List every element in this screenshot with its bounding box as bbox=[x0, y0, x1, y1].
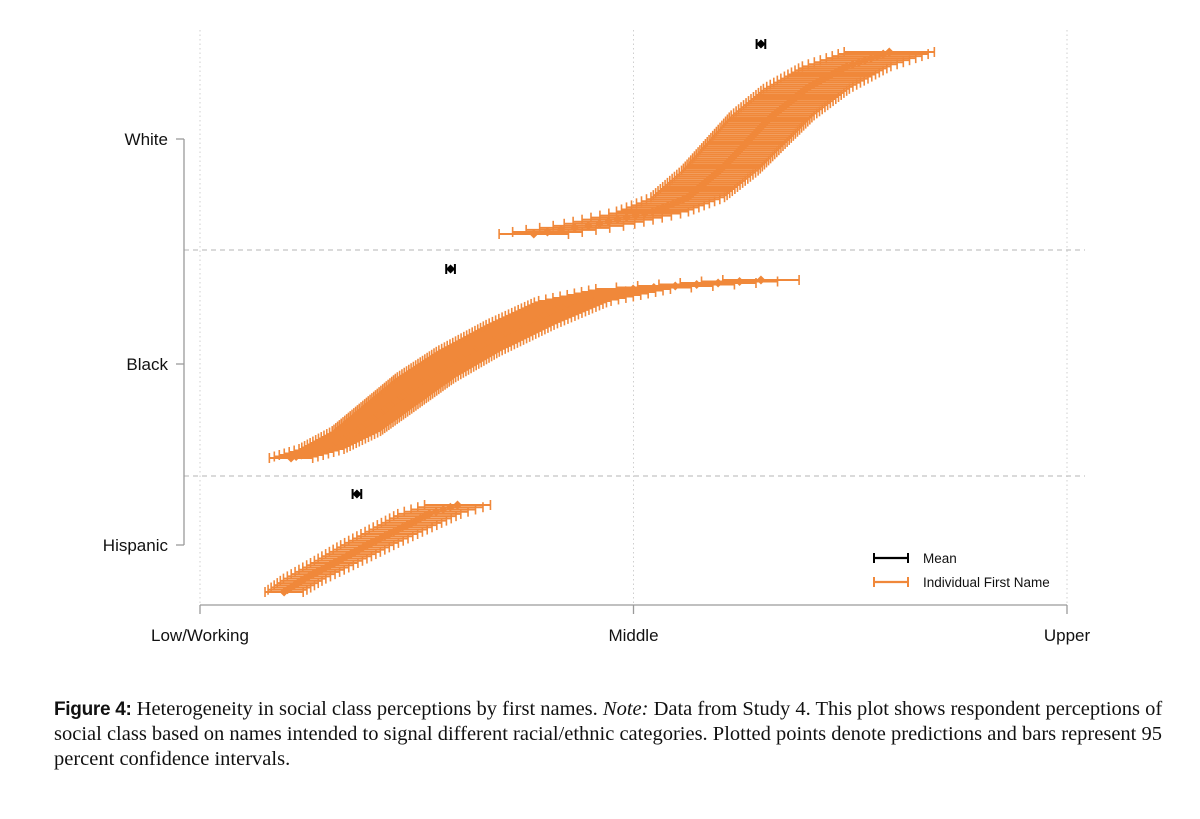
names-white bbox=[498, 47, 936, 239]
legend-label: Mean bbox=[923, 551, 957, 566]
y-axis: White Black Hispanic bbox=[103, 130, 185, 555]
caption-text: Heterogeneity in social class perception… bbox=[131, 698, 603, 720]
x-tick-label-middle: Middle bbox=[608, 626, 658, 645]
vertical-gridlines bbox=[199, 30, 1068, 605]
caption-label: Figure 4: bbox=[54, 699, 132, 720]
group-mean-estimates bbox=[351, 39, 767, 499]
y-tick-label-black: Black bbox=[126, 355, 168, 374]
legend: Mean Individual First Name bbox=[873, 551, 1050, 590]
legend-entry-individual-first-name: Individual First Name bbox=[873, 575, 1050, 590]
name-point bbox=[884, 47, 894, 57]
name-estimate bbox=[559, 291, 635, 302]
y-tick-label-hispanic: Hispanic bbox=[103, 536, 169, 555]
x-tick-label-upper: Upper bbox=[1044, 626, 1091, 645]
name-point bbox=[670, 281, 680, 291]
mean-hispanic bbox=[351, 489, 363, 499]
name-point bbox=[756, 275, 766, 285]
name-estimate bbox=[396, 508, 462, 519]
name-point bbox=[735, 276, 745, 286]
mean-black bbox=[445, 264, 456, 274]
individual-name-estimates bbox=[264, 47, 936, 597]
caption-note-label: Note: bbox=[602, 698, 649, 720]
names-black bbox=[268, 275, 800, 463]
figure-caption: Figure 4: Heterogeneity in social class … bbox=[54, 697, 1164, 772]
name-estimate bbox=[843, 47, 936, 57]
x-axis: Low/Working Middle Upper bbox=[151, 604, 1091, 645]
figure-4-chart: White Black Hispanic Low/Working Middle Uppe… bbox=[103, 30, 1091, 645]
group-separators bbox=[184, 249, 1085, 477]
name-estimate bbox=[423, 500, 492, 510]
mean-point bbox=[446, 264, 456, 274]
x-tick-label-low-working: Low/Working bbox=[151, 626, 249, 645]
y-tick-label-white: White bbox=[125, 130, 168, 149]
name-estimate bbox=[722, 275, 800, 285]
names-hispanic bbox=[264, 500, 492, 597]
legend-label: Individual First Name bbox=[923, 575, 1050, 590]
mean-point bbox=[352, 489, 362, 499]
name-point bbox=[424, 509, 434, 519]
mean-white bbox=[755, 39, 767, 49]
name-point bbox=[692, 279, 702, 289]
caption-note-text: Data from Study 4. This plot shows respo… bbox=[54, 698, 1163, 770]
legend-entry-mean: Mean bbox=[873, 551, 957, 566]
name-point bbox=[713, 278, 723, 288]
name-point bbox=[452, 500, 462, 510]
name-estimate bbox=[380, 517, 443, 528]
mean-point bbox=[756, 39, 766, 49]
